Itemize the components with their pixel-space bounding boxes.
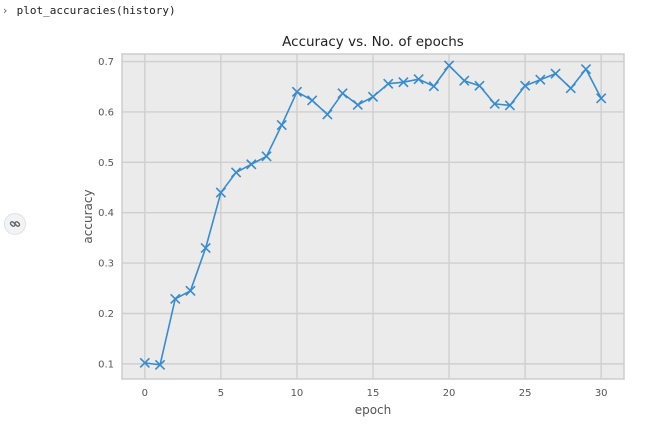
data-point-marker [170, 293, 181, 305]
data-point-marker [185, 285, 196, 296]
data-point-marker [139, 357, 150, 369]
data-point-marker [367, 91, 379, 102]
y-tick-label: 0.6 [98, 107, 114, 118]
y-tick-label: 0.4 [98, 208, 114, 219]
x-tick-label: 20 [443, 388, 456, 399]
data-point-marker [535, 74, 546, 85]
y-tick-label: 0.7 [98, 57, 114, 68]
x-tick-label: 15 [367, 388, 380, 399]
data-point-marker [200, 242, 211, 254]
data-point-marker [154, 359, 166, 371]
link-icon-button[interactable] [4, 213, 26, 235]
data-point-marker [550, 68, 561, 79]
data-point-marker [428, 81, 440, 92]
data-point-marker [519, 80, 531, 91]
link-icon [9, 221, 21, 227]
data-point-marker [459, 75, 470, 86]
code-text[interactable]: plot_accuracies(history) [16, 4, 176, 17]
x-axis-label: epoch [355, 403, 392, 417]
data-point-marker [246, 159, 257, 170]
data-point-marker [383, 78, 394, 89]
x-tick-label: 10 [291, 388, 304, 399]
data-point-marker [580, 63, 592, 75]
x-tick-label: 0 [142, 388, 148, 399]
data-point-marker [276, 119, 287, 131]
data-point-marker [443, 60, 455, 71]
y-tick-label: 0.3 [98, 259, 114, 270]
code-cell[interactable]: › plot_accuracies(history) [0, 2, 176, 20]
data-point-marker [306, 95, 318, 106]
data-point-marker [596, 93, 607, 104]
data-point-marker [413, 74, 424, 85]
data-point-marker [398, 77, 409, 88]
y-tick-label: 0.5 [98, 158, 114, 169]
data-point-marker [504, 100, 516, 111]
y-axis-label: accuracy [81, 189, 95, 243]
data-point-marker [291, 86, 303, 97]
data-point-marker [215, 187, 227, 198]
x-tick-label: 30 [595, 388, 608, 399]
data-point-marker [565, 83, 576, 94]
x-tick-label: 25 [519, 388, 532, 399]
data-point-marker [230, 167, 242, 178]
y-tick-label: 0.2 [98, 309, 114, 320]
x-tick-label: 5 [218, 388, 224, 399]
data-point-marker [261, 151, 272, 162]
data-point-marker [489, 98, 500, 110]
y-tick-label: 0.1 [98, 359, 114, 370]
data-point-marker [474, 80, 485, 91]
chart-title: Accuracy vs. No. of epochs [282, 34, 464, 50]
data-point-marker [322, 109, 333, 120]
data-point-marker [337, 88, 348, 99]
data-point-marker [352, 99, 363, 111]
chevron-right-icon[interactable]: › [1, 4, 9, 17]
plot-frame [121, 53, 625, 380]
